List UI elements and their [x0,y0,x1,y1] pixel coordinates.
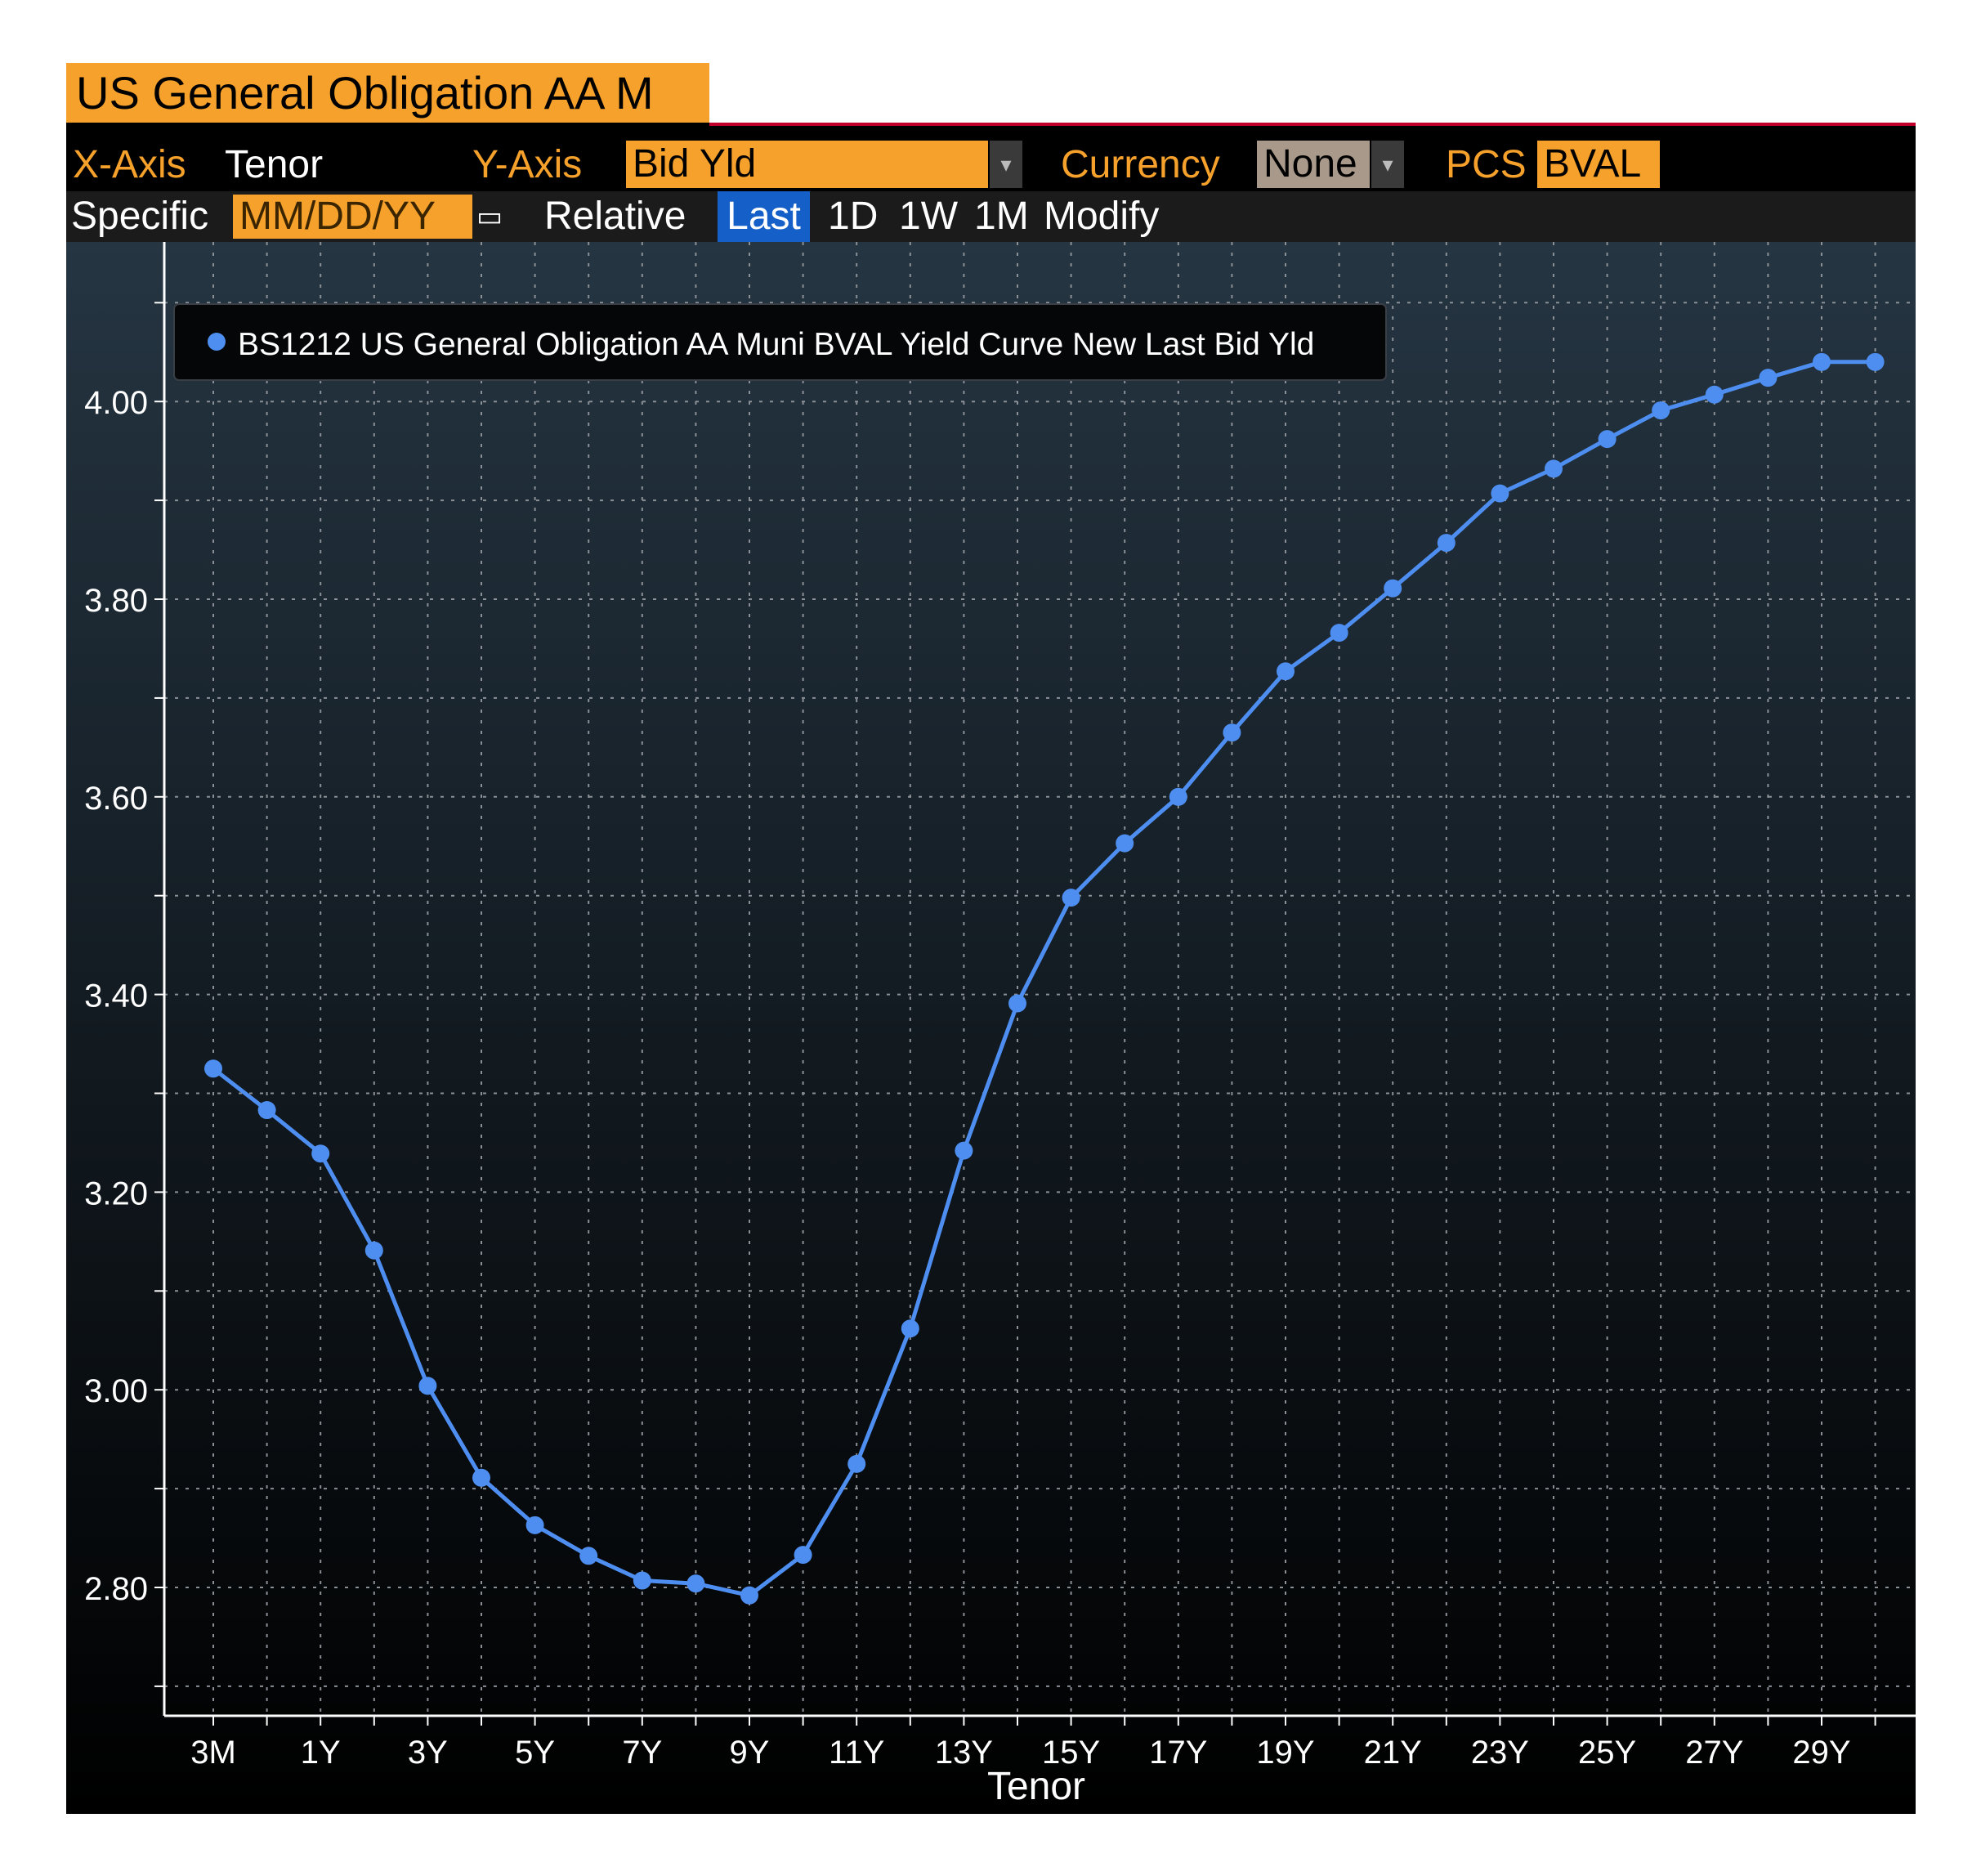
yield-curve-chart[interactable]: 2.80 3.00 3.20 3.40 3.60 3.80 4.00 3M 1Y 3Y 5Y 7Y 9… [66,242,1916,1814]
data-point [204,1059,222,1078]
legend-box [173,303,1387,381]
data-point [1705,385,1724,404]
1m-button[interactable]: 1M [974,195,1029,238]
title-divider [709,123,1916,126]
y-axis-dropdown-icon[interactable]: ▾ [990,141,1022,188]
x-tick-label: 1Y [301,1735,341,1771]
data-point [901,1319,919,1338]
y-tick-label: 3.60 [84,781,148,817]
currency-label: Currency [1061,143,1220,186]
data-point [1759,369,1778,387]
y-axis-ticks: 2.80 3.00 3.20 3.40 3.60 3.80 4.00 [84,385,148,1607]
modify-button[interactable]: Modify [1044,195,1160,238]
y-axis-label: Y-Axis [472,143,583,186]
data-point [1866,352,1885,371]
y-tick-label: 4.00 [84,385,148,421]
data-point [1598,430,1617,449]
data-point [1116,834,1134,853]
data-point [311,1144,330,1163]
data-point [525,1516,544,1534]
date-controls-row: Specific MM/DD/YY ▭ Relative Last 1D 1W … [66,191,1916,242]
data-point [257,1101,276,1120]
legend-marker [208,333,226,351]
calendar-icon[interactable]: ▭ [476,201,503,232]
x-tick-label: 9Y [730,1735,770,1771]
y-tick-label: 3.20 [84,1175,148,1211]
plot-background [66,242,1916,1814]
data-point [1008,994,1026,1013]
data-point [418,1377,437,1395]
x-tick-label: 11Y [829,1735,884,1771]
series-line [212,360,1876,1598]
x-tick-label: 15Y [1042,1735,1100,1771]
x-tick-label: 5Y [515,1735,555,1771]
axis-controls-row: X-Axis Tenor Y-Axis Bid Yld ▾ Currency N… [66,141,1916,190]
x-axis-title: Tenor [987,1765,1085,1808]
pcs-field[interactable]: BVAL [1537,141,1660,188]
y-tick-label: 3.00 [84,1373,148,1409]
x-tick-label: 3Y [408,1735,448,1771]
data-point [1330,624,1348,642]
data-point [1277,662,1295,681]
data-point [794,1546,812,1565]
x-axis-ticks: 3M 1Y 3Y 5Y 7Y 9Y 11Y 13Y 15Y 17Y 19Y 21Y 23Y 25Y 27Y 2… [190,1735,1850,1771]
data-point [633,1571,651,1590]
currency-select[interactable]: None [1257,141,1370,188]
data-point [1223,723,1241,742]
data-point [955,1141,973,1160]
specific-label: Specific [71,195,209,238]
y-tick-label: 2.80 [84,1571,148,1607]
x-tick-label: 7Y [622,1735,662,1771]
data-point [1813,352,1831,371]
pcs-label: PCS [1446,143,1527,186]
data-point [1384,579,1402,598]
chart-area: 2.80 3.00 3.20 3.40 3.60 3.80 4.00 3M 1Y 3Y 5Y 7Y 9… [66,242,1916,1818]
axes [154,242,1916,1726]
legend-label: BS1212 US General Obligation AA Muni BVA… [238,327,1314,362]
data-point [1491,484,1509,503]
x-tick-label: 27Y [1685,1735,1743,1771]
1w-button[interactable]: 1W [899,195,958,238]
data-point [364,1241,383,1260]
data-point [740,1586,758,1605]
window-title-tab[interactable]: US General Obligation AA M [66,63,709,123]
series-points [204,352,1885,1605]
data-point [1062,889,1080,907]
x-tick-label: 17Y [1149,1735,1207,1771]
x-tick-label: 19Y [1256,1735,1314,1771]
x-tick-label: 13Y [935,1735,993,1771]
y-axis-select[interactable]: Bid Yld [626,141,988,188]
1d-button[interactable]: 1D [828,195,879,238]
data-point [1652,401,1670,420]
data-point [1545,459,1563,478]
last-button[interactable]: Last [718,191,810,242]
y-tick-label: 3.80 [84,583,148,619]
data-point [847,1454,866,1473]
x-tick-label: 3M [190,1735,236,1771]
x-axis-label: X-Axis [73,143,186,186]
relative-label: Relative [544,195,686,238]
x-tick-label: 21Y [1364,1735,1422,1771]
data-point [686,1574,705,1593]
y-tick-label: 3.40 [84,978,148,1014]
x-tick-label: 23Y [1471,1735,1529,1771]
data-point [1437,534,1456,553]
legend[interactable]: BS1212 US General Obligation AA Muni BVA… [173,303,1387,381]
x-axis-value[interactable]: Tenor [225,143,324,186]
x-tick-label: 25Y [1578,1735,1636,1771]
data-point [472,1468,490,1487]
data-point [1169,787,1187,806]
x-tick-label: 29Y [1792,1735,1850,1771]
data-point [579,1547,598,1565]
date-input[interactable]: MM/DD/YY [233,195,472,239]
currency-dropdown-icon[interactable]: ▾ [1371,141,1404,188]
